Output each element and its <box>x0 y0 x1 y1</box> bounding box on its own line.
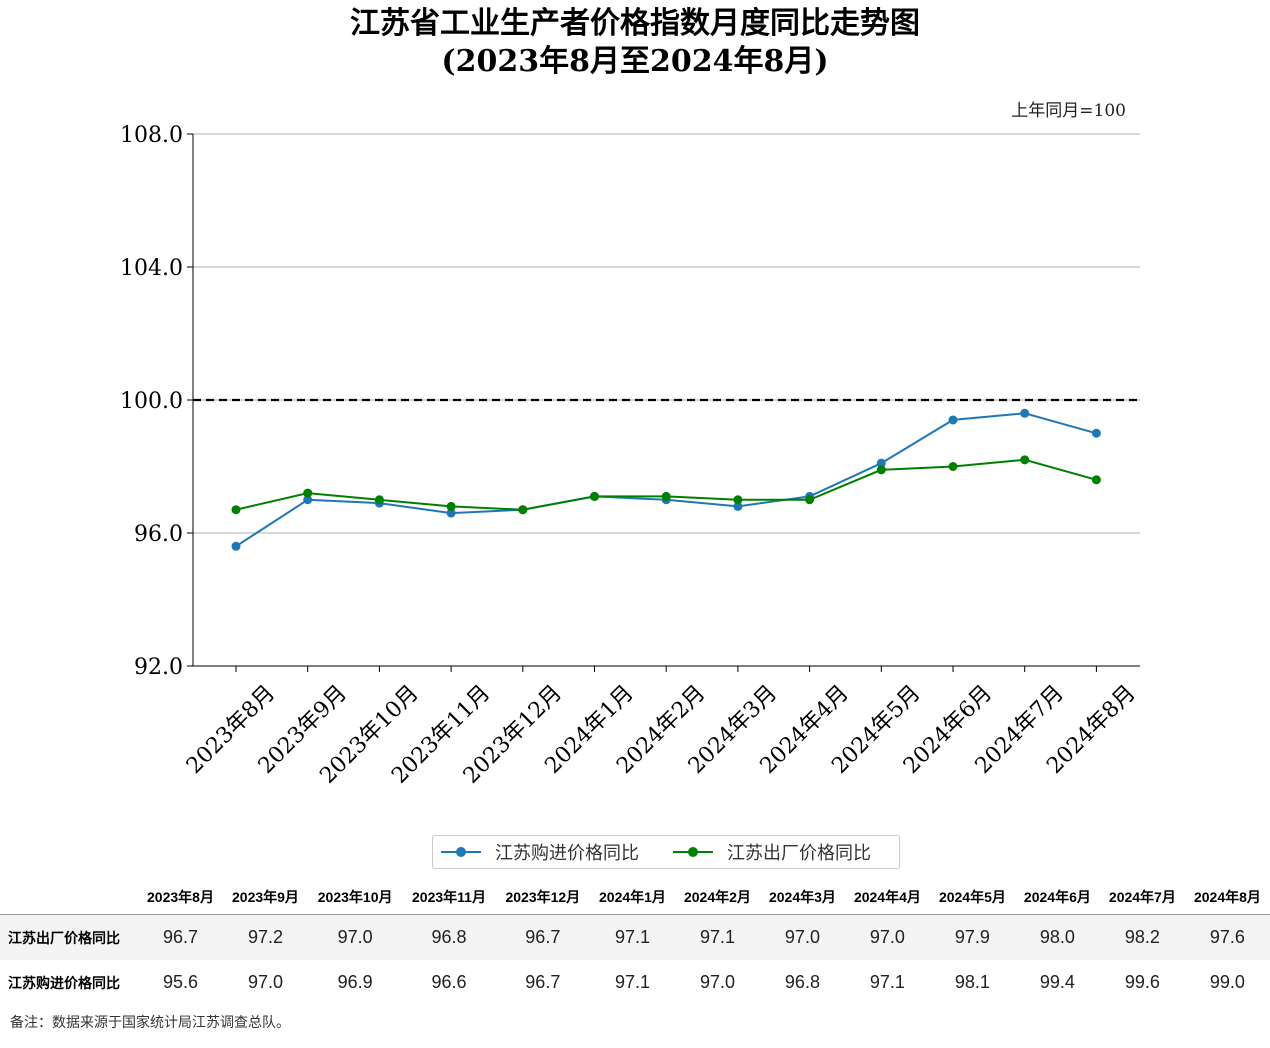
table-cell: 97.0 <box>844 914 930 960</box>
table-cell: 97.0 <box>699 972 735 992</box>
table-cell: 97.1 <box>869 972 905 992</box>
series-0-point <box>303 495 313 505</box>
unit-annotation: 上年同月=100 <box>1011 101 1126 121</box>
table-header-row: 2023年8月 2023年9月 2023年10月 2023年11月 2023年12月 20… <box>0 880 1270 915</box>
table-column-header: 2024年4月 <box>844 880 930 915</box>
table-cell: 98.2 <box>1099 914 1185 960</box>
y-tick-label: 92.0 <box>134 655 183 680</box>
legend-swatch-output <box>673 845 713 859</box>
table-column-header: 2024年2月 <box>674 880 760 915</box>
table-cell: 96.9 <box>337 972 373 992</box>
series-0-point <box>948 415 958 425</box>
table-cell: 96.7 <box>495 914 590 960</box>
series-0-point <box>733 501 743 511</box>
table-cell: 98.1 <box>954 972 990 992</box>
series-line-0 <box>235 412 1097 548</box>
series-1-point <box>590 491 599 501</box>
y-tick-label: 104.0 <box>120 256 183 281</box>
y-tick-label: 100.0 <box>120 389 183 414</box>
series-0-point <box>876 458 886 468</box>
table-column-header: 2024年5月 <box>929 880 1015 915</box>
table-column-header: 2024年6月 <box>1014 880 1100 915</box>
series-1-point <box>231 505 241 515</box>
legend-item-purchase: 江苏购进价格同比 <box>441 839 639 865</box>
y-tick-label: 108.0 <box>120 123 183 148</box>
series-1-point <box>733 495 743 505</box>
data-table: 2023年8月 2023年9月 2023年10月 2023年11月 2023年12月 20… <box>0 880 1270 1005</box>
legend-label-output: 江苏出厂价格同比 <box>727 843 871 864</box>
series-1-point <box>303 488 313 498</box>
table-column-header: 2023年11月 <box>402 880 496 915</box>
series-1-point <box>518 505 528 515</box>
table-corner-cell <box>0 880 138 915</box>
legend: 江苏购进价格同比 江苏出厂价格同比 <box>432 835 900 869</box>
table-cell: 97.2 <box>222 914 308 960</box>
table-row: 江苏购进价格同比 95.6 97.0 96.9 96.6 96.7 97.1 97.0 96.8… <box>0 960 1270 1005</box>
source-note: 备注：数据来源于国家统计局江苏调查总队。 <box>10 1015 290 1031</box>
series-1-point <box>876 465 886 475</box>
series-1-point <box>374 495 384 505</box>
series-0-point <box>1020 408 1030 418</box>
chart-title: 江苏省工业生产者价格指数月度同比走势图 <box>350 6 920 41</box>
table-column-header: 2024年8月 <box>1184 880 1270 915</box>
table-cell: 97.9 <box>929 914 1015 960</box>
table-cell: 96.7 <box>138 914 223 960</box>
table-column-header: 2023年9月 <box>222 880 308 915</box>
line-chart: 92.096.0100.0104.0108.0上年同月=1002023年8月20… <box>120 101 1141 789</box>
series-1-point <box>661 491 671 501</box>
table-cell: 97.6 <box>1184 914 1270 960</box>
table-cell: 97.1 <box>589 914 675 960</box>
table-row-label: 江苏出厂价格同比 <box>0 914 138 960</box>
table-cell: 96.6 <box>431 972 467 992</box>
table-cell: 96.8 <box>784 972 820 992</box>
table-cell: 97.0 <box>759 914 845 960</box>
table-column-header: 2024年3月 <box>759 880 845 915</box>
table-column-header: 2023年8月 <box>138 880 223 915</box>
table-column-header: 2024年1月 <box>589 880 675 915</box>
legend-swatch-purchase <box>441 845 481 859</box>
legend-label-purchase: 江苏购进价格同比 <box>495 843 639 864</box>
series-1-point <box>948 462 958 471</box>
table-cell: 97.0 <box>247 972 283 992</box>
table-cell: 96.8 <box>402 914 496 960</box>
table-column-header: 2023年10月 <box>307 880 403 915</box>
table-column-header: 2023年12月 <box>495 880 590 915</box>
table-row: 江苏出厂价格同比 96.7 97.2 97.0 96.8 96.7 97.1 97.1 97.0… <box>0 914 1270 960</box>
series-1-point <box>446 501 456 511</box>
table-cell: 99.4 <box>1039 972 1075 992</box>
table-cell: 96.7 <box>525 972 561 992</box>
series-0-point <box>446 508 456 518</box>
table-cell: 95.6 <box>162 972 199 992</box>
table-cell: 98.0 <box>1014 914 1100 960</box>
table-column-header: 2024年7月 <box>1099 880 1185 915</box>
series-0-point <box>231 541 241 551</box>
chart-subtitle: (2023年8月至2024年8月) <box>441 44 829 79</box>
table-row-label: 江苏购进价格同比 <box>8 974 120 991</box>
series-1-point <box>1020 455 1030 465</box>
table-cell: 97.0 <box>307 914 403 960</box>
series-1-point <box>805 495 815 505</box>
series-0-point <box>1091 428 1101 438</box>
table-cell: 97.1 <box>674 914 760 960</box>
table-cell: 99.6 <box>1124 972 1160 992</box>
series-1-point <box>1091 475 1101 485</box>
table-cell: 99.0 <box>1209 972 1245 992</box>
y-tick-label: 96.0 <box>134 522 183 547</box>
table-cell: 97.1 <box>614 972 650 992</box>
legend-item-output: 江苏出厂价格同比 <box>673 839 871 865</box>
